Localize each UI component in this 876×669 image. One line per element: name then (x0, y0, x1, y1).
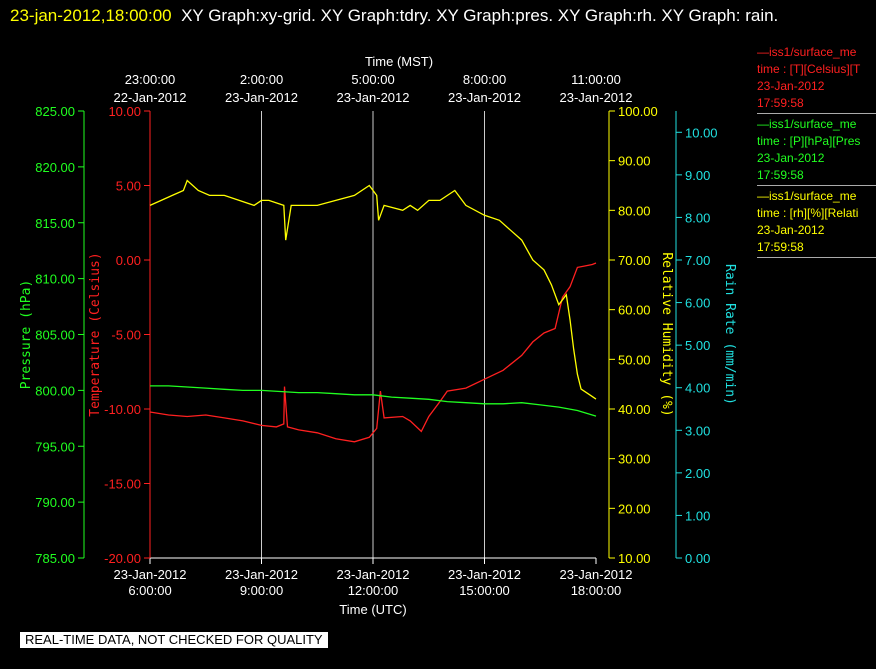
legend-temperature: —iss1/surface_me time : [T][Celsius][T 2… (757, 44, 876, 114)
x-top-tick-time: 2:00:00 (240, 72, 283, 87)
x-tick-date: 23-Jan-2012 (114, 567, 187, 582)
graph-list: XY Graph:xy-grid. XY Graph:tdry. XY Grap… (181, 6, 779, 25)
timestamp: 23-jan-2012,18:00:00 (10, 6, 172, 25)
x-tick-time: 18:00:00 (571, 583, 622, 598)
rh-tick-label: 60.00 (618, 303, 651, 318)
x-tick-date: 23-Jan-2012 (337, 567, 410, 582)
temperature-tick-label: 0.00 (116, 253, 141, 268)
legend-series-var: time : [P][hPa][Pres (757, 134, 861, 148)
pressure-series-line (150, 385, 597, 417)
x-tick-date: 23-Jan-2012 (560, 567, 633, 582)
rh-tick-label: 50.00 (618, 352, 651, 367)
rain-tick-label: 3.00 (685, 423, 710, 438)
legend-pressure: —iss1/surface_me time : [P][hPa][Pres 23… (757, 116, 876, 186)
legend-divider (757, 113, 876, 114)
temperature-tick-label: 10.00 (108, 104, 141, 119)
legend-series-name: —iss1/surface_me (757, 45, 857, 59)
x-top-tick-date: 22-Jan-2012 (114, 90, 187, 105)
x-tick-time: 9:00:00 (240, 583, 283, 598)
pressure-tick-label: 785.00 (35, 551, 75, 566)
graph-title-bar: 23-jan-2012,18:00:00 XY Graph:xy-grid. X… (10, 2, 870, 30)
legend-time: 17:59:58 (757, 168, 804, 182)
rh-tick-label: 30.00 (618, 452, 651, 467)
rh-axis-title: Relative Humidity (%) (659, 252, 674, 416)
rh-tick-label: 80.00 (618, 203, 651, 218)
x-top-tick-time: 23:00:00 (125, 72, 176, 87)
temperature-tick-label: -15.00 (104, 477, 141, 492)
pressure-tick-label: 820.00 (35, 160, 75, 175)
quality-notice: REAL-TIME DATA, NOT CHECKED FOR QUALITY (20, 632, 328, 648)
rain-tick-label: 10.00 (685, 125, 718, 140)
legend-date: 23-Jan-2012 (757, 151, 825, 165)
rain-tick-label: 4.00 (685, 381, 710, 396)
rh-tick-label: 70.00 (618, 253, 651, 268)
x-tick-date: 23-Jan-2012 (225, 567, 298, 582)
x-tick-time: 15:00:00 (459, 583, 510, 598)
rain-tick-label: 5.00 (685, 338, 710, 353)
rain-tick-label: 1.00 (685, 508, 710, 523)
temperature-tick-label: -10.00 (104, 402, 141, 417)
rain-tick-label: 9.00 (685, 168, 710, 183)
legend-rh: —iss1/surface_me time : [rh][%][Relati 2… (757, 188, 876, 258)
pressure-tick-label: 810.00 (35, 272, 75, 287)
pressure-tick-label: 795.00 (35, 439, 75, 454)
rh-tick-label: 20.00 (618, 501, 651, 516)
x-tick-time: 12:00:00 (348, 583, 399, 598)
rh-tick-label: 40.00 (618, 402, 651, 417)
x-axis-title: Time (UTC) (339, 602, 406, 617)
pressure-tick-label: 800.00 (35, 383, 75, 398)
pressure-tick-label: 805.00 (35, 328, 75, 343)
legend-date: 23-Jan-2012 (757, 223, 825, 237)
x-top-tick-time: 11:00:00 (571, 72, 621, 87)
legend-series-name: —iss1/surface_me (757, 189, 857, 203)
temperature-tick-label: 5.00 (116, 179, 141, 194)
x-top-tick-date: 23-Jan-2012 (337, 90, 410, 105)
rain-tick-label: 0.00 (685, 551, 710, 566)
legend-time: 17:59:58 (757, 96, 804, 110)
rh-tick-label: 100.00 (618, 104, 658, 119)
rain-tick-label: 8.00 (685, 210, 710, 225)
rh-tick-label: 10.00 (618, 551, 651, 566)
temperature-axis-title: Temperature (Celsius) (88, 252, 103, 416)
x-top-tick-time: 5:00:00 (351, 72, 394, 87)
x-tick-time: 6:00:00 (128, 583, 171, 598)
legend-series-var: time : [T][Celsius][T (757, 62, 861, 76)
rh-tick-label: 90.00 (618, 154, 651, 169)
pressure-axis-title: Pressure (hPa) (19, 280, 34, 390)
legend-divider (757, 185, 876, 186)
rain-tick-label: 2.00 (685, 466, 710, 481)
x-top-tick-date: 23-Jan-2012 (560, 90, 633, 105)
temperature-tick-label: -20.00 (104, 551, 141, 566)
x-top-tick-date: 23-Jan-2012 (448, 90, 521, 105)
rain-tick-label: 6.00 (685, 296, 710, 311)
x-tick-date: 23-Jan-2012 (448, 567, 521, 582)
temperature-tick-label: -5.00 (111, 328, 141, 343)
legend-series-var: time : [rh][%][Relati (757, 206, 859, 220)
rain-axis-title: Rain Rate (mm/min) (722, 264, 737, 405)
legend-time: 17:59:58 (757, 240, 804, 254)
x-top-tick-date: 23-Jan-2012 (225, 90, 298, 105)
legend-divider (757, 257, 876, 258)
x-top-tick-time: 8:00:00 (463, 72, 506, 87)
legend-date: 23-Jan-2012 (757, 79, 825, 93)
x-top-axis-title: Time (MST) (365, 54, 433, 69)
pressure-tick-label: 790.00 (35, 495, 75, 510)
pressure-tick-label: 815.00 (35, 216, 75, 231)
pressure-tick-label: 825.00 (35, 104, 75, 119)
rh-series-line (149, 179, 597, 400)
temperature-series-line (149, 262, 597, 443)
legend-series-name: —iss1/surface_me (757, 117, 857, 131)
rain-tick-label: 7.00 (685, 253, 710, 268)
